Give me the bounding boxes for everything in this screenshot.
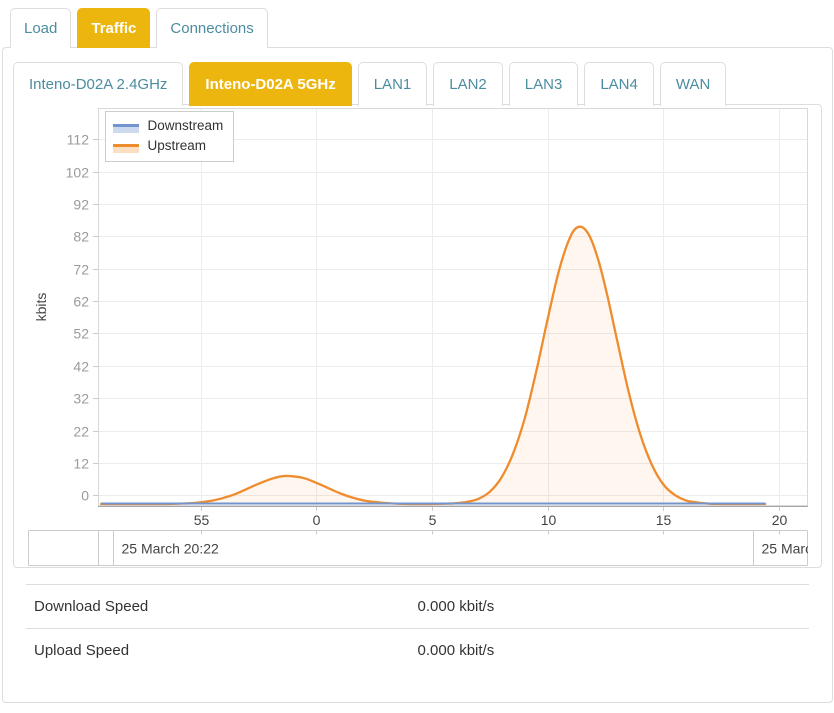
y-tick-label: 82	[73, 229, 89, 245]
date-axis-label: 25 March 20:22	[121, 541, 218, 557]
date-axis-label: 25 Marc	[761, 541, 808, 557]
x-tick-label: 20	[771, 512, 787, 528]
interface-tabs-wan[interactable]: WAN	[659, 62, 727, 106]
chart-container: Downstream Upstream 0 12 22 32 42 52 62 72 82 92 10…	[13, 104, 822, 568]
interface-tabs-lan4[interactable]: LAN4	[584, 62, 654, 106]
traffic-panel: Inteno-D02A 2.4GHz Inteno-D02A 5GHz LAN1 LA…	[2, 47, 833, 703]
x-tick-label: 10	[540, 512, 556, 528]
x-tick-label: 0	[312, 512, 320, 528]
y-tick-label: 72	[73, 262, 89, 278]
x-tick-label: 55	[193, 512, 209, 528]
speed-row-download-speed: Download Speed 0.000 kbit/s	[26, 584, 809, 628]
y-tick-label: 42	[73, 359, 89, 375]
y-tick-label: 12	[73, 456, 89, 472]
y-axis-title: kbits	[33, 293, 49, 322]
upstream-area	[100, 226, 765, 504]
legend-item-upstream: Upstream	[112, 136, 224, 156]
y-tick-label: 112	[66, 132, 89, 148]
y-tick-label: 0	[81, 488, 89, 504]
traffic-chart[interactable]: Downstream Upstream 0 12 22 32 42 52 62 72 82 92 10…	[27, 108, 808, 566]
y-tick-label: 92	[73, 197, 89, 213]
x-tick-label: 5	[428, 512, 436, 528]
speed-row-upload-speed: Upload Speed 0.000 kbit/s	[26, 628, 809, 672]
interface-tabs-inteno-d02a-5ghz[interactable]: Inteno-D02A 5GHz	[189, 62, 352, 106]
traffic-page: Load Traffic Connections Inteno-D02A 2.4GH…	[0, 8, 834, 703]
speed-row-label: Upload Speed	[34, 642, 130, 659]
interface-tabs-inteno-d02a-2-4ghz[interactable]: Inteno-D02A 2.4GHz	[13, 62, 184, 106]
y-tick-label: 32	[73, 391, 89, 407]
main-tabs-load[interactable]: Load	[10, 8, 72, 48]
upstream-line	[99, 225, 766, 506]
main-tabs-connections[interactable]: Connections	[156, 8, 268, 48]
interface-tabs: Inteno-D02A 2.4GHz Inteno-D02A 5GHz LAN1 LA…	[13, 62, 822, 106]
legend-label: Downstream	[147, 118, 224, 133]
interface-tabs-lan1[interactable]: LAN1	[357, 62, 428, 106]
interface-tabs-lan2[interactable]: LAN2	[433, 62, 503, 106]
legend-label: Upstream	[147, 138, 207, 153]
y-tick-label: 62	[73, 294, 89, 310]
downstream-swatch-icon	[112, 119, 139, 133]
main-tabs-traffic[interactable]: Traffic	[77, 8, 151, 48]
y-tick-label: 52	[73, 326, 89, 342]
traffic-chart-svg: 0 12 22 32 42 52 62 72 82 92 102 112 55 0 5 10 15 20 25 Ma…	[27, 108, 808, 566]
speed-row-value: 0.000 kbit/s	[417, 642, 495, 659]
legend-item-downstream: Downstream	[112, 116, 224, 136]
upstream-swatch-icon	[112, 139, 139, 153]
chart-legend: Downstream Upstream	[104, 111, 235, 162]
y-tick-label: 102	[65, 165, 89, 181]
x-tick-label: 15	[655, 512, 671, 528]
speed-table: Download Speed 0.000 kbit/s Upload Speed 0.…	[26, 584, 809, 672]
y-tick-label: 22	[73, 424, 89, 440]
speed-row-label: Download Speed	[34, 598, 149, 615]
interface-tabs-lan3[interactable]: LAN3	[508, 62, 579, 106]
speed-row-value: 0.000 kbit/s	[417, 598, 495, 615]
main-tabs: Load Traffic Connections	[10, 8, 834, 48]
